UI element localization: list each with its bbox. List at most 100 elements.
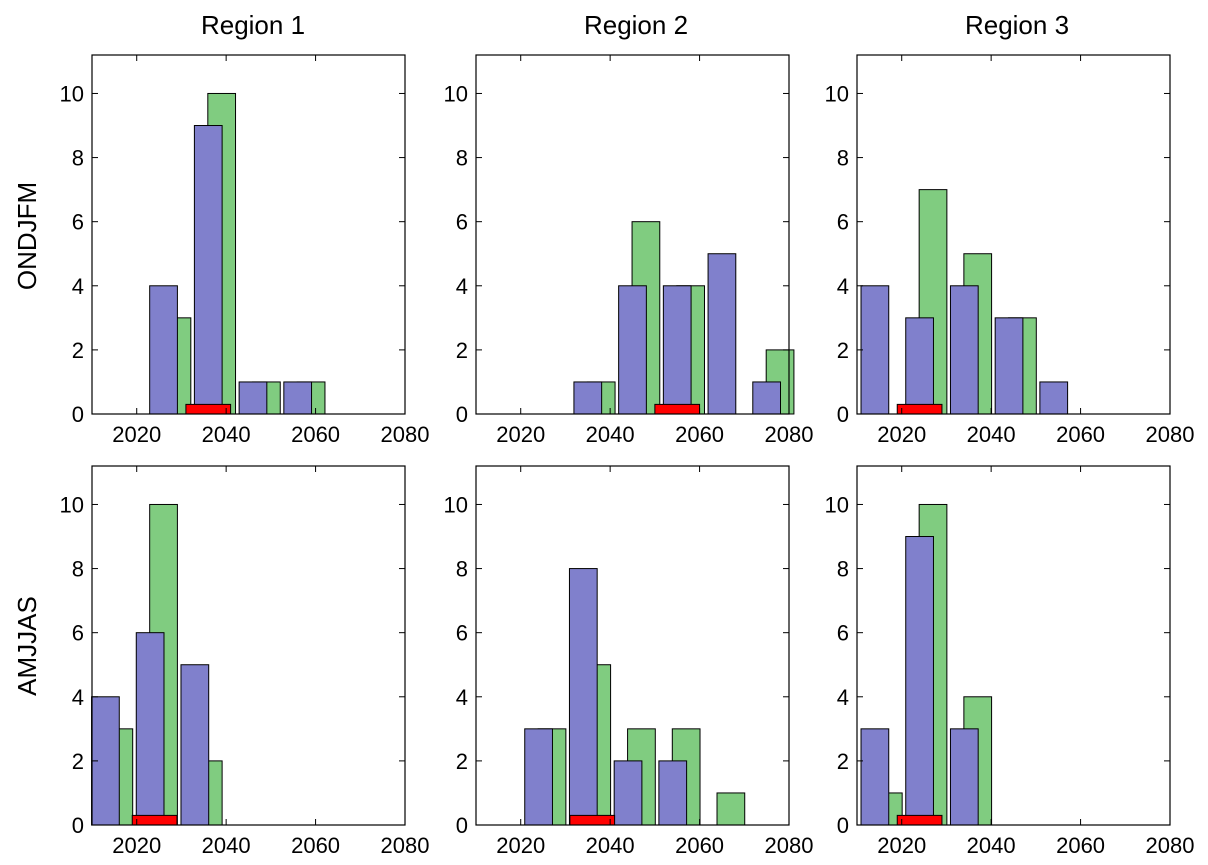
x-tick-label: 2040 [202,422,251,447]
bar-green-4 [716,792,746,826]
x-tick-label: 2040 [967,422,1016,447]
y-tick-label: 6 [456,621,468,646]
y-tick-label: 10 [444,492,468,517]
x-tick-label: 2080 [381,422,430,447]
y-tick-label: 2 [837,338,849,363]
red-interval-bar [896,814,943,826]
y-tick-label: 4 [456,685,468,710]
bar-blue-4 [1039,381,1069,415]
row-label-amjjas: AMJJAS [12,596,42,696]
red-interval-bar [569,814,616,826]
y-tick-label: 8 [837,146,849,171]
panel-1: 0 2 4 6 8 10 2020 2040 2060 2080 [444,54,813,447]
panel-frame [91,54,406,415]
y-tick-label: 10 [60,492,84,517]
bar-blue-1 [905,317,934,415]
y-tick-label: 6 [72,210,84,235]
bar-blue-0 [149,285,178,415]
x-tick-label: 2020 [877,422,926,447]
bar-blue-1 [568,568,598,826]
x-tick-label: 2020 [112,422,161,447]
panel-frame [475,54,790,415]
y-tick-label: 2 [456,338,468,363]
y-tick-label: 4 [837,274,849,299]
y-tick-label: 8 [837,557,849,582]
y-tick-label: 8 [456,557,468,582]
y-tick-label: 10 [825,492,849,517]
y-tick-label: 0 [72,813,84,838]
red-interval-bar [896,403,943,415]
column-title-region-1: Region 1 [201,10,305,40]
y-tick-label: 2 [72,338,84,363]
panel-frame [91,465,406,826]
x-tick-label: 2020 [877,833,926,858]
y-tick-label: 2 [837,749,849,774]
x-tick-label: 2060 [291,422,340,447]
panel-2: 0 2 4 6 8 10 2020 2040 2060 2080 [825,54,1194,447]
y-tick-label: 2 [72,749,84,774]
y-tick-label: 0 [456,402,468,427]
bar-blue-2 [238,381,268,415]
bar-blue-2 [613,760,643,826]
y-tick-label: 6 [456,210,468,235]
panel-frame [475,465,790,826]
panel-0: 0 2 4 6 8 10 2020 2040 2060 2080 [60,54,430,447]
x-tick-label: 2080 [381,833,430,858]
panel-4: 0 2 4 6 8 10 2020 2040 2060 2080 [444,465,813,858]
panel-background [92,55,405,414]
x-tick-label: 2060 [291,833,340,858]
column-title-region-3: Region 3 [965,10,1069,40]
y-tick-label: 0 [456,813,468,838]
bar-blue-4 [752,381,782,415]
panel-3: 0 2 4 6 8 10 2020 2040 2060 2080 [60,465,430,858]
panel-background [857,466,1170,825]
y-tick-label: 2 [456,749,468,774]
x-tick-label: 2060 [1056,833,1105,858]
y-tick-label: 10 [60,81,84,106]
bar-blue-0 [524,728,553,826]
bar-blue-3 [283,381,313,415]
bar-blue-1 [618,285,647,415]
y-tick-label: 4 [837,685,849,710]
bar-blue-1 [905,536,934,826]
x-tick-label: 2040 [586,422,635,447]
red-interval-bar [131,814,178,826]
bar-blue-3 [994,317,1024,415]
x-tick-label: 2020 [112,833,161,858]
bar-blue-0 [860,728,890,826]
y-tick-label: 4 [456,274,468,299]
red-interval-bar [185,403,232,415]
bar-blue-0 [860,285,890,415]
y-tick-label: 10 [825,81,849,106]
x-tick-label: 2040 [586,833,635,858]
x-tick-label: 2060 [675,833,724,858]
y-tick-label: 8 [72,557,84,582]
y-tick-label: 8 [456,146,468,171]
x-tick-label: 2040 [967,833,1016,858]
y-tick-label: 0 [837,402,849,427]
panel-frame [856,54,1171,415]
column-title-region-2: Region 2 [584,10,688,40]
y-tick-label: 8 [72,146,84,171]
x-tick-label: 2060 [1056,422,1105,447]
bar-blue-3 [707,253,737,415]
bar-blue-1 [193,125,223,415]
y-tick-label: 6 [837,210,849,235]
y-tick-label: 0 [72,402,84,427]
bar-blue-2 [949,728,979,826]
x-tick-label: 2040 [202,833,251,858]
bar-blue-2 [949,285,979,415]
y-tick-label: 10 [444,81,468,106]
y-tick-label: 6 [72,621,84,646]
bar-blue-2 [180,664,210,826]
y-tick-label: 6 [837,621,849,646]
bar-blue-3 [658,760,688,826]
panel-frame [856,465,1171,826]
bar-blue-1 [135,632,165,826]
y-tick-label: 0 [837,813,849,838]
bar-blue-0 [573,381,603,415]
x-tick-label: 2020 [496,833,545,858]
bar-blue-2 [662,285,692,415]
red-interval-bar [654,403,701,415]
